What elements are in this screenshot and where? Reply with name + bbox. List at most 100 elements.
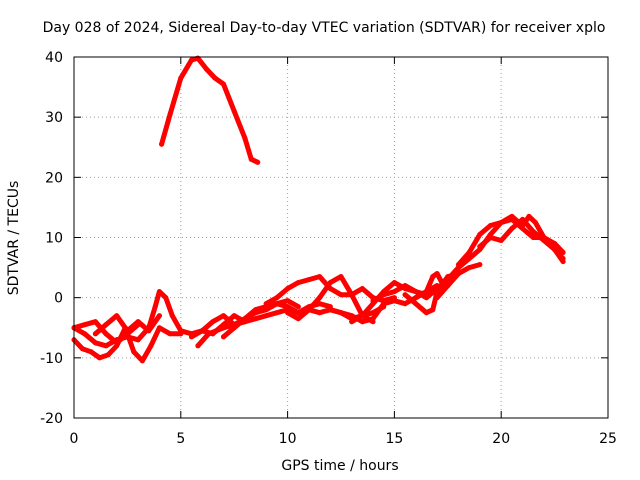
data-point (327, 307, 333, 313)
data-point (402, 301, 408, 307)
data-point (295, 304, 301, 310)
data-point (189, 57, 194, 63)
data-point (317, 274, 323, 280)
data-point (391, 298, 397, 304)
y-tick-label: 30 (45, 110, 63, 126)
data-point (274, 295, 280, 301)
x-tick-label: 20 (492, 431, 510, 447)
grid-lines (74, 57, 608, 418)
data-point (552, 247, 558, 252)
data-point (359, 319, 365, 325)
chart-title: Day 028 of 2024, Sidereal Day-to-day VTE… (43, 20, 606, 36)
data-point (178, 75, 184, 81)
data-point (349, 313, 355, 319)
data-point (526, 213, 532, 219)
data-point (139, 358, 145, 364)
data-point (509, 226, 515, 231)
x-tick-label: 5 (176, 431, 185, 447)
data-point (434, 295, 440, 301)
data-point (203, 66, 209, 72)
y-tick-label: 0 (54, 291, 63, 307)
data-point (253, 307, 259, 313)
data-point (88, 349, 94, 355)
data-point (560, 256, 566, 262)
x-tick-label: 15 (385, 431, 403, 447)
data-point (295, 316, 301, 322)
data-point (221, 313, 226, 319)
data-point (82, 331, 88, 337)
data-point (274, 310, 280, 316)
data-point (488, 223, 493, 228)
axis-ticks (73, 56, 609, 419)
data-point (212, 75, 218, 81)
data-point (413, 289, 419, 295)
data-point (124, 331, 130, 337)
data-point (370, 298, 376, 304)
data-point (135, 322, 141, 328)
data-point (285, 310, 291, 316)
data-point (423, 295, 429, 301)
data-point (359, 313, 365, 319)
data-point (231, 325, 237, 331)
data-point (221, 325, 226, 331)
data-point (509, 213, 515, 219)
data-point (402, 292, 408, 298)
data-point (434, 271, 440, 277)
data-point (477, 262, 483, 268)
data-point (195, 55, 201, 61)
data-point (103, 331, 109, 337)
series-arc-i (285, 274, 376, 325)
data-point (381, 301, 387, 307)
data-point (306, 277, 312, 283)
data-point (456, 262, 461, 268)
data-point (156, 289, 162, 295)
data-point (530, 229, 536, 234)
data-point (370, 316, 376, 322)
y-tick-label: -10 (40, 351, 63, 367)
y-tick-label: 40 (45, 50, 63, 66)
data-point (159, 141, 165, 147)
data-point (430, 274, 436, 280)
data-point (156, 325, 162, 331)
data-point (103, 322, 109, 328)
data-point (97, 355, 103, 361)
data-point (195, 343, 201, 349)
data-point (242, 135, 248, 141)
data-point (498, 238, 504, 243)
data-point (477, 244, 483, 249)
data-point (327, 280, 333, 286)
data-point (156, 313, 162, 319)
data-point (317, 295, 323, 301)
data-point (231, 313, 237, 319)
data-point (255, 159, 261, 165)
data-point (466, 250, 472, 255)
data-point (221, 81, 226, 87)
data-point (253, 316, 259, 322)
x-tick-label: 0 (70, 431, 79, 447)
data-point (477, 232, 483, 237)
y-tick-label: -20 (40, 411, 63, 427)
data-point (498, 220, 504, 225)
data-point (430, 307, 436, 313)
data-point (349, 292, 355, 298)
data-point (295, 310, 301, 316)
data-point (152, 304, 158, 310)
data-point (263, 313, 269, 319)
data-point (221, 334, 226, 340)
x-tick-label: 25 (599, 431, 617, 447)
series-arc-n (413, 271, 446, 301)
data-point (391, 289, 397, 295)
data-point (210, 319, 216, 325)
data-point (167, 111, 173, 117)
data-point (248, 156, 254, 162)
data-point (178, 331, 184, 337)
series-arc-high (159, 55, 261, 165)
data-point (541, 235, 547, 240)
data-point (285, 298, 291, 304)
data-point (285, 286, 291, 292)
data-point (263, 301, 269, 307)
data-point (114, 313, 120, 319)
data-point (381, 292, 387, 298)
data-point (169, 313, 175, 319)
data-point (402, 283, 408, 289)
